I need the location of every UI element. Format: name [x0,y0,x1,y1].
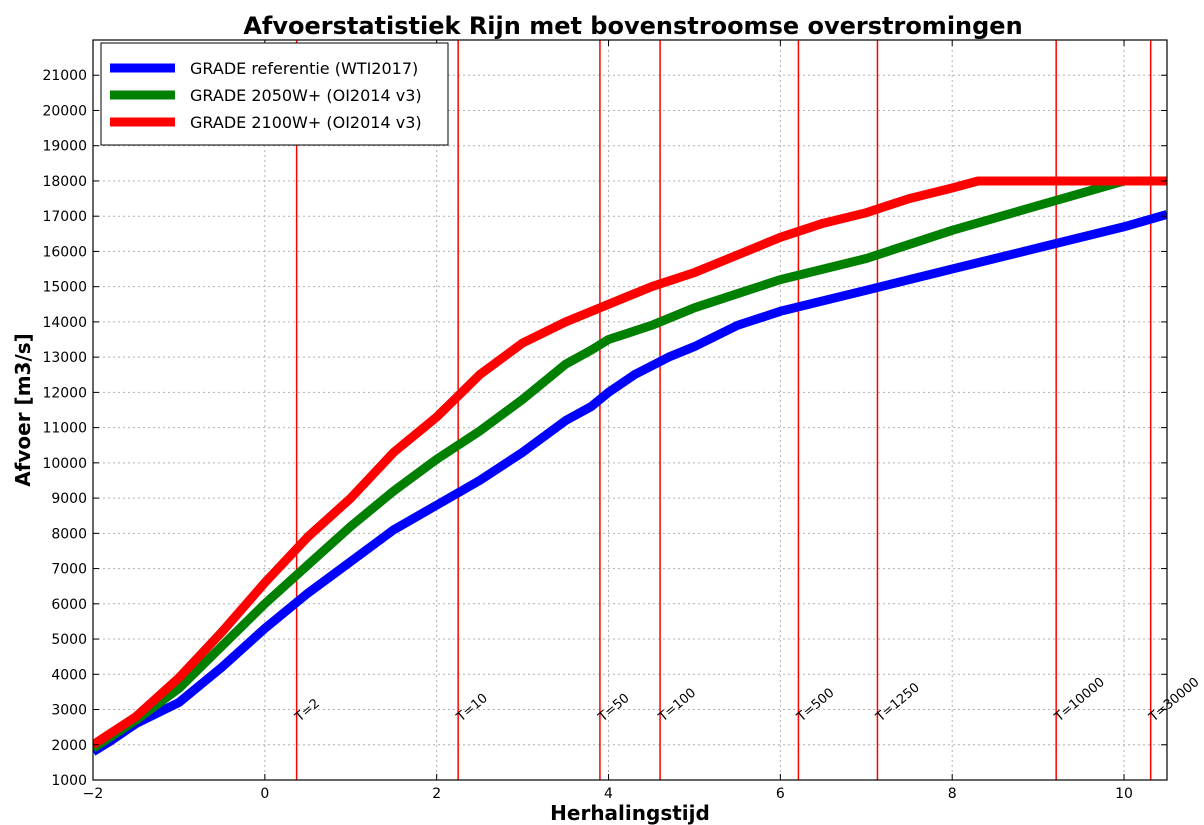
y-tick-label: 3000 [51,703,87,719]
x-tick-label: 2 [432,786,441,802]
return-period-label: T=30000 [1146,675,1203,726]
y-tick-label: 6000 [51,597,87,613]
y-tick-label: 4000 [51,667,87,683]
y-tick-label: 20000 [42,103,87,119]
y-tick-label: 16000 [42,244,87,260]
y-tick-label: 18000 [42,174,87,190]
y-tick-label: 21000 [42,68,87,84]
x-tick-label: 10 [1115,786,1133,802]
y-tick-label: 13000 [42,350,87,366]
y-tick-label: 19000 [42,139,87,155]
x-tick-label: 4 [604,786,613,802]
legend-label: GRADE referentie (WTI2017) [190,59,418,78]
x-axis-label: Herhalingstijd [550,801,710,825]
series-line [93,176,1167,753]
return-period-label: T=100 [655,686,699,726]
y-tick-label: 9000 [51,491,87,507]
return-period-label: T=1250 [873,680,923,726]
y-tick-label: 1000 [51,773,87,789]
x-tick-label: 0 [260,786,269,802]
x-tick-label: 8 [948,786,957,802]
y-tick-label: 10000 [42,456,87,472]
x-tick-label: 6 [776,786,785,802]
plot-frame [92,39,1168,781]
y-tick-label: 8000 [51,526,87,542]
legend-label: GRADE 2100W+ (OI2014 v3) [190,113,422,132]
y-tick-label: 7000 [51,562,87,578]
return-period-label: T=50 [595,691,633,726]
y-tick-label: 14000 [42,315,87,331]
y-tick-label: 5000 [51,632,87,648]
return-period-label: T=10000 [1051,675,1108,726]
y-axis-label: Afvoer [m3/s] [11,333,35,487]
return-period-label: T=10 [453,691,491,726]
series-line [93,210,1167,756]
chart-title: Afvoerstatistiek Rijn met bovenstroomse … [243,12,1022,40]
return-period-label: T=500 [794,686,838,726]
y-tick-label: 12000 [42,385,87,401]
y-tick-label: 11000 [42,421,87,437]
legend-label: GRADE 2050W+ (OI2014 v3) [190,86,422,105]
y-tick-label: 15000 [42,280,87,296]
series-line [93,176,1167,749]
y-tick-label: 17000 [42,209,87,225]
y-tick-label: 2000 [51,738,87,754]
x-tick-label: −2 [83,786,104,802]
plot-area: T=2 T=10 T=50 T=100 T=500 T=1250 T=10000 T=3000… [42,39,1203,802]
legend: GRADE referentie (WTI2017) GRADE 2050W+ (… [100,42,449,146]
